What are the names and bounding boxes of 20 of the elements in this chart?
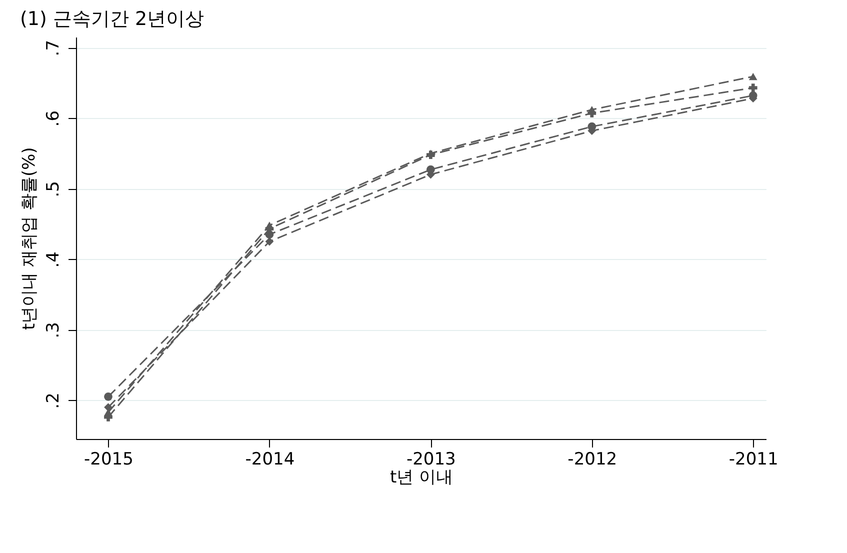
y-tick-label: .6 bbox=[44, 110, 64, 127]
point bbox=[265, 237, 274, 246]
x-axis-title: t년 이내 bbox=[390, 468, 454, 488]
y-tick-label: .7 bbox=[44, 40, 64, 56]
y-tick-label: .3 bbox=[44, 322, 64, 338]
x-tick-label: -2013 bbox=[406, 450, 456, 470]
point bbox=[265, 222, 274, 229]
x-tick-label: -2011 bbox=[728, 450, 778, 470]
chart-title: (1) 근속기간 2년이상 bbox=[20, 8, 204, 30]
x-tick-label: -2012 bbox=[568, 450, 618, 470]
point bbox=[104, 392, 112, 401]
y-axis-title: t년이내 재취업 확률(%) bbox=[20, 147, 40, 330]
y-tick-label: .5 bbox=[44, 181, 64, 198]
point bbox=[748, 84, 758, 92]
y-tick-label: .2 bbox=[44, 392, 64, 409]
x-tick-label: -2015 bbox=[84, 450, 134, 470]
x-tick-label: -2014 bbox=[245, 450, 295, 470]
y-tick-label: .4 bbox=[44, 252, 64, 268]
point bbox=[104, 403, 112, 412]
point bbox=[748, 72, 758, 80]
